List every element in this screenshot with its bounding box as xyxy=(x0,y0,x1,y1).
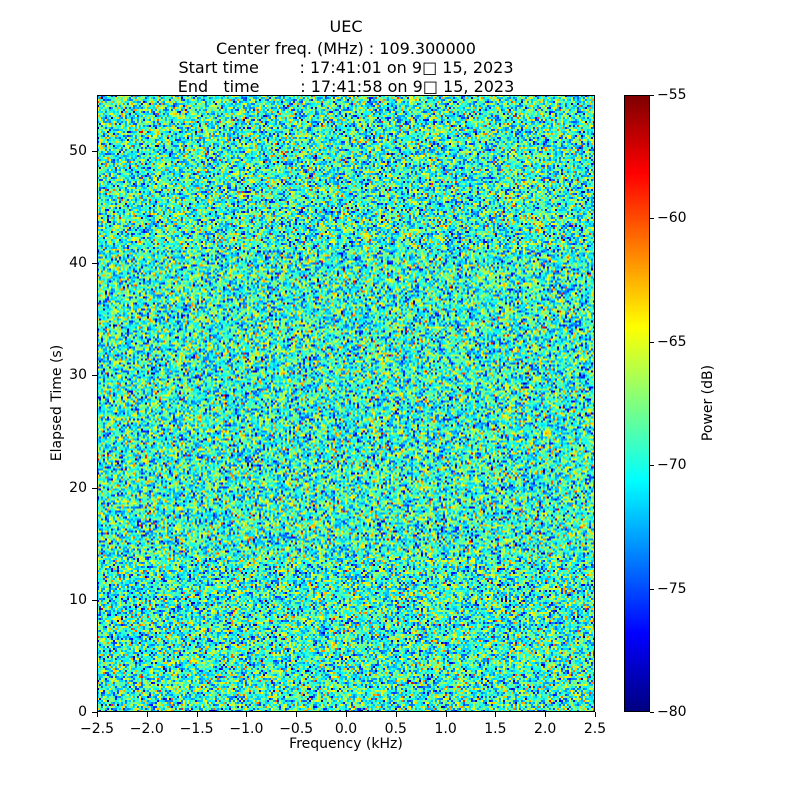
x-tick-mark xyxy=(246,712,248,717)
y-tick-mark xyxy=(92,712,97,713)
colorbar-label: Power (dB) xyxy=(700,364,716,442)
y-tick-mark xyxy=(92,487,97,489)
y-axis-label: Elapsed Time (s) xyxy=(49,344,65,462)
colorbar-tick-mark xyxy=(650,95,654,96)
y-tick-mark xyxy=(92,151,97,153)
x-tick-mark xyxy=(395,712,397,717)
y-tick-mark xyxy=(92,599,97,601)
colorbar-tick-mark xyxy=(650,218,654,220)
x-tick-label: −2.0 xyxy=(129,721,164,737)
center-freq-line: Center freq. (MHz) : 109.300000 xyxy=(216,39,476,58)
x-tick-label: 0.0 xyxy=(334,721,358,737)
x-tick-mark xyxy=(346,712,347,717)
y-tick-label: 20 xyxy=(69,479,87,496)
x-tick-mark xyxy=(146,712,148,717)
colorbar-tick-label: −70 xyxy=(657,457,687,474)
x-tick-label: −1.5 xyxy=(179,721,214,737)
colorbar-tick-mark xyxy=(650,588,654,590)
colorbar-tick-label: −55 xyxy=(657,87,687,103)
x-tick-label: −0.5 xyxy=(279,721,314,737)
y-tick-mark xyxy=(92,263,97,265)
colorbar-tick-mark xyxy=(650,341,654,343)
x-tick-label: 0.5 xyxy=(384,721,407,737)
x-tick-label: 2.5 xyxy=(583,721,607,737)
y-tick-label: 40 xyxy=(69,255,87,272)
y-tick-label: 30 xyxy=(69,367,87,384)
colorbar-tick-mark xyxy=(650,465,654,467)
x-tick-mark xyxy=(196,712,198,717)
x-tick-label: 1.0 xyxy=(434,721,457,737)
y-tick-mark xyxy=(92,375,97,377)
x-tick-mark xyxy=(545,712,547,717)
chart-title: UEC xyxy=(329,17,363,36)
x-tick-mark xyxy=(97,712,98,717)
start-time-line: Start time : 17:41:01 on 9□ 15, 2023 xyxy=(178,58,514,77)
colorbar-gradient xyxy=(624,95,650,712)
x-tick-label: 1.5 xyxy=(484,721,507,737)
colorbar-tick-label: −65 xyxy=(657,333,687,350)
x-axis-label: Frequency (kHz) xyxy=(289,736,403,752)
x-tick-label: −1.0 xyxy=(229,721,264,737)
colorbar-tick-label: −60 xyxy=(657,210,687,227)
colorbar-tick-label: −75 xyxy=(657,580,687,597)
colorbar-tick-mark xyxy=(650,712,654,713)
x-tick-label: −2.5 xyxy=(80,721,114,737)
end-time-line: End time : 17:41:58 on 9□ 15, 2023 xyxy=(177,77,515,96)
y-tick-label: 0 xyxy=(78,704,87,720)
y-tick-label: 50 xyxy=(69,143,87,160)
x-tick-mark xyxy=(495,712,497,717)
spectrogram-heatmap xyxy=(97,95,595,712)
x-tick-mark xyxy=(595,712,596,717)
x-tick-mark xyxy=(296,712,298,717)
colorbar-tick-label: −80 xyxy=(657,704,687,720)
y-tick-label: 10 xyxy=(69,591,87,608)
x-tick-mark xyxy=(445,712,447,717)
x-tick-label: 2.0 xyxy=(534,721,557,737)
